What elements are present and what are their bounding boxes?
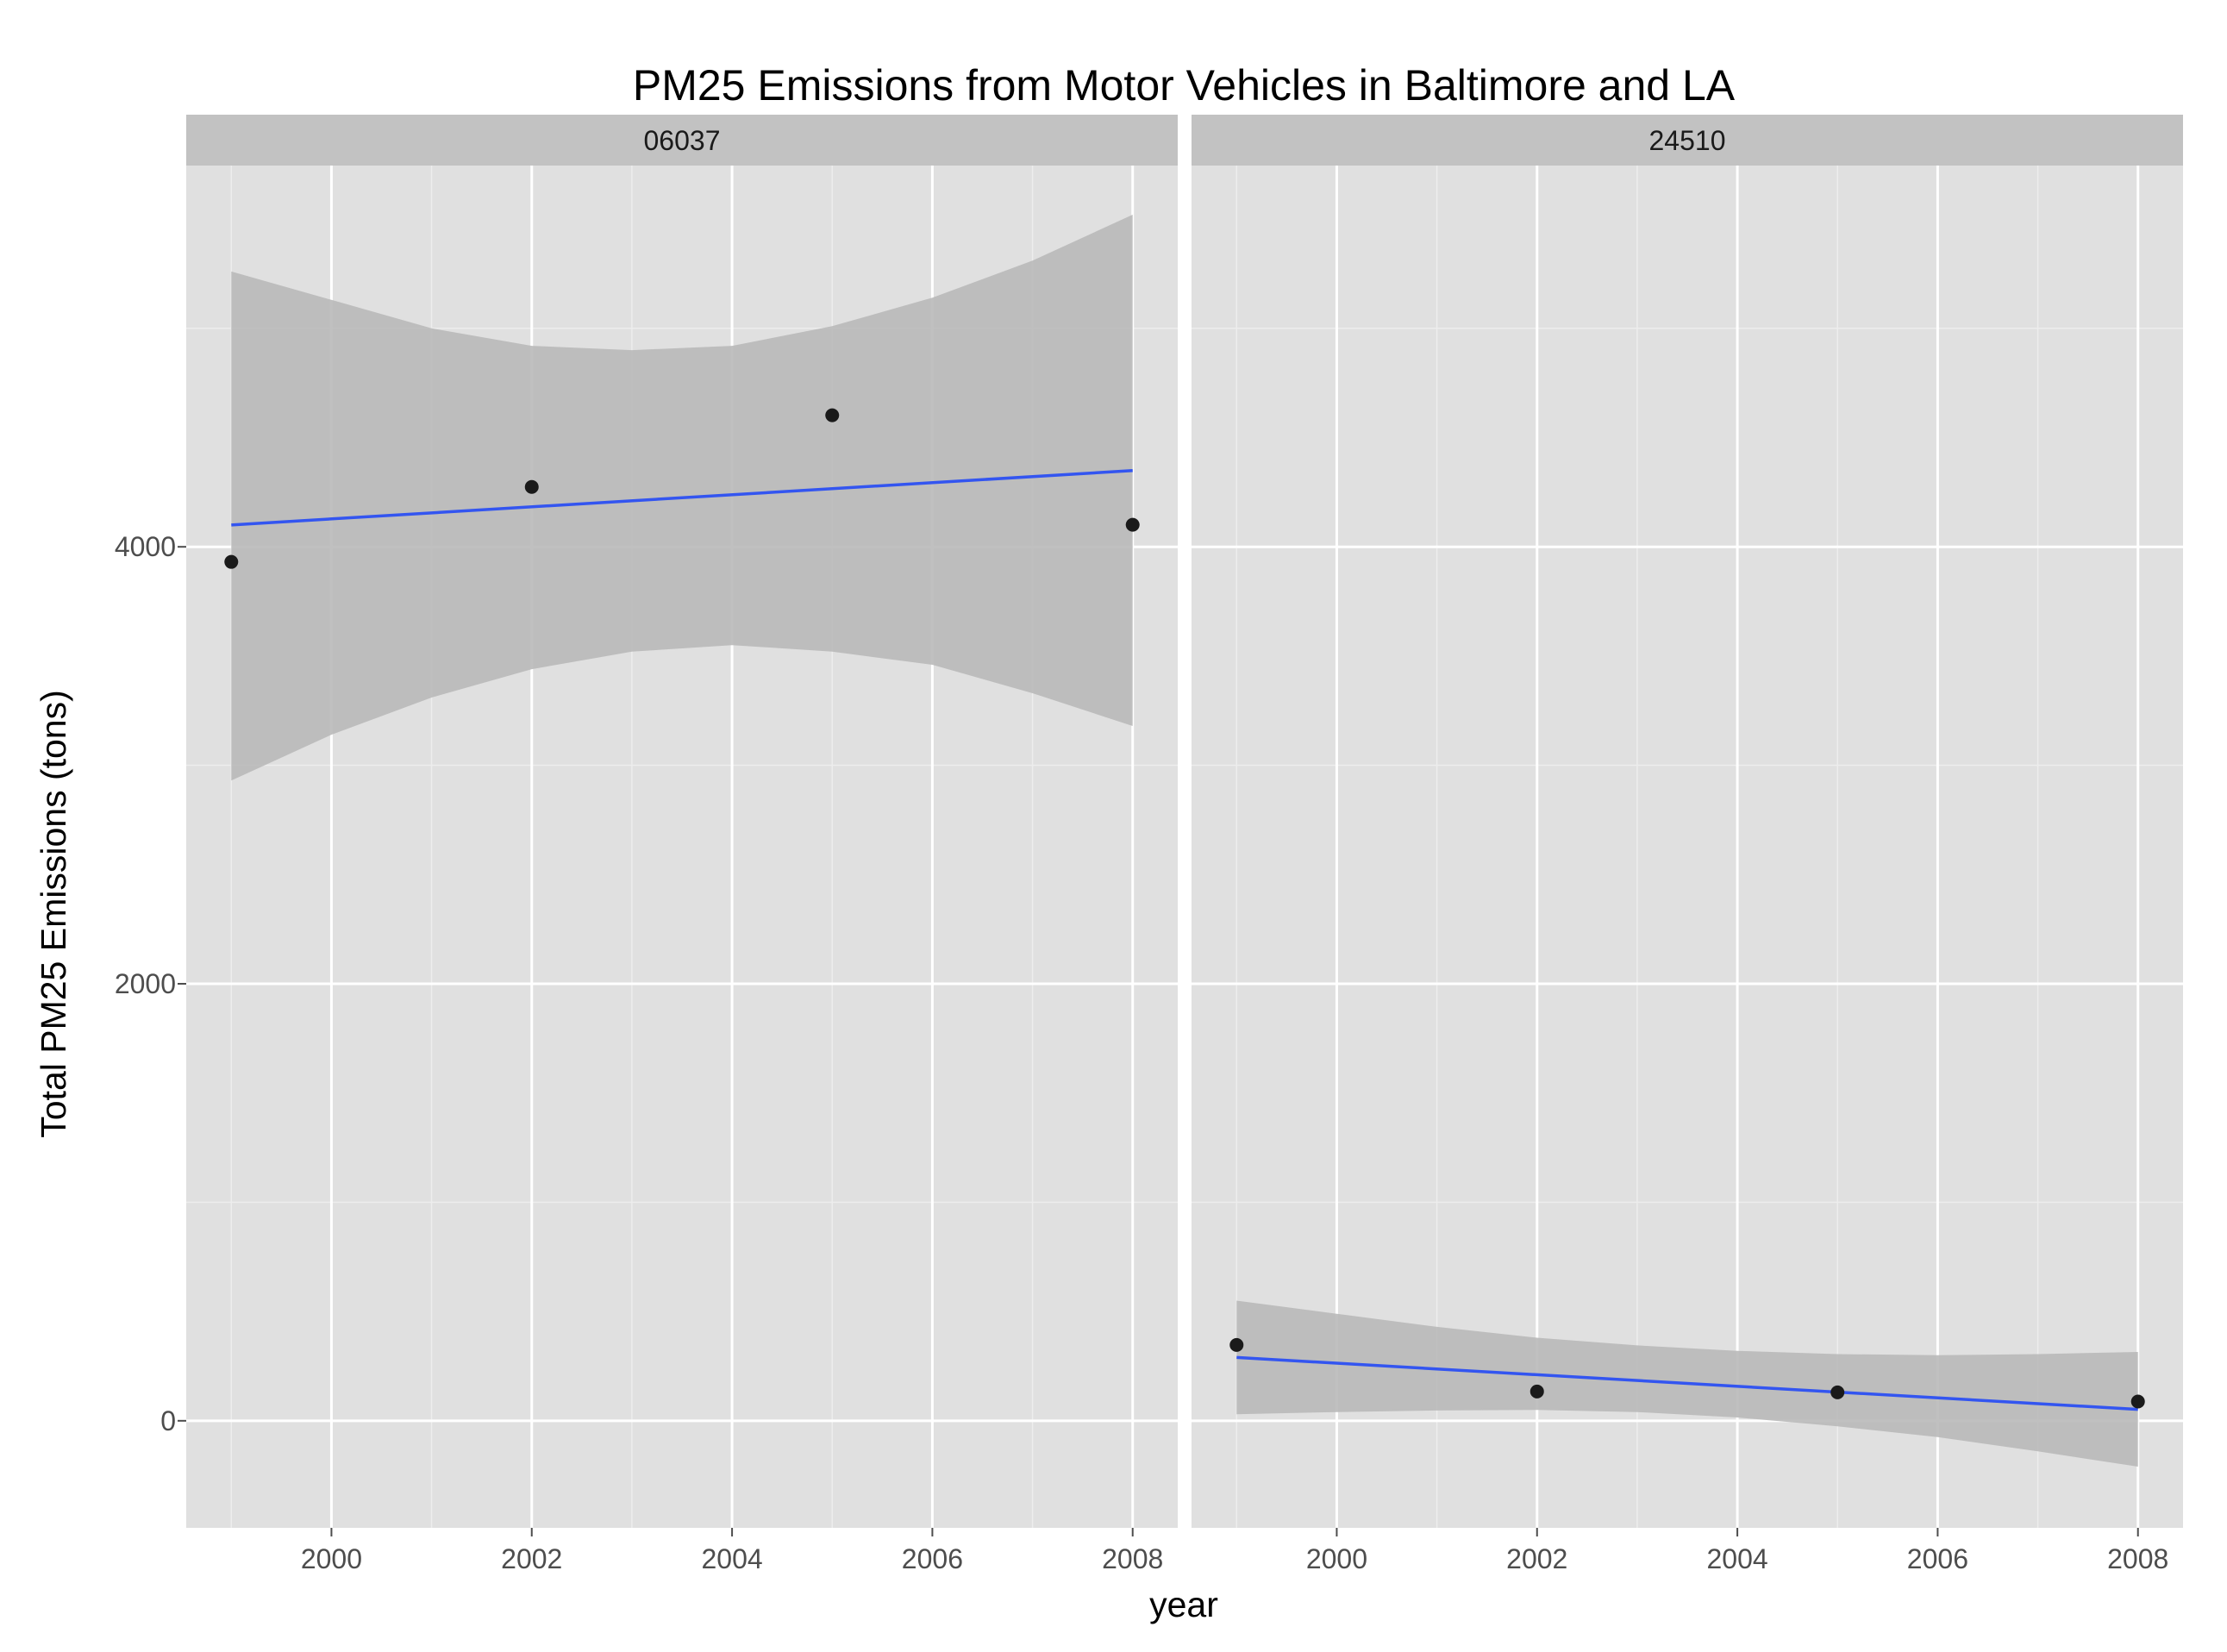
facet-strip-label: 06037 [644,125,721,156]
x-tick-label: 2008 [1102,1543,1163,1574]
facet-strip-label: 24510 [1649,125,1726,156]
data-point [1125,517,1140,532]
data-point [524,479,539,494]
x-tick-label: 2000 [301,1543,362,1574]
panel-background [1192,166,2183,1528]
facet-strip [186,115,1178,166]
x-tick-label: 2006 [1907,1543,1968,1574]
y-axis-title: Total PM25 Emissions (tons) [34,690,73,1138]
facet-strip [1192,115,2183,166]
facet-panel-24510: 24510 2000 2002 2004 2006 2008 [1192,115,2183,1574]
y-tick-label: 4000 [115,531,176,562]
data-point [224,554,239,569]
y-tick-label: 0 [160,1405,176,1436]
x-tick-label: 2004 [1706,1543,1767,1574]
x-tick-label: 2000 [1306,1543,1367,1574]
x-tick-label: 2002 [1506,1543,1567,1574]
x-tick-label: 2006 [902,1543,963,1574]
data-point [2130,1394,2145,1409]
x-tick-label: 2008 [2107,1543,2168,1574]
trend-line [1236,1355,2138,1411]
data-point [1229,1337,1244,1352]
data-point [1529,1384,1544,1399]
trend-line [231,469,1133,527]
data-point [1830,1385,1845,1399]
x-tick-label: 2002 [501,1543,562,1574]
facet-panel-06037: 06037 2000 2002 2004 2006 2008 [186,115,1178,1574]
x-axis-title: year [1149,1585,1218,1624]
chart-title: PM25 Emissions from Motor Vehicles in Ba… [633,61,1736,110]
x-tick-label: 2004 [701,1543,762,1574]
y-tick-label: 2000 [115,968,176,999]
data-point [825,408,840,422]
